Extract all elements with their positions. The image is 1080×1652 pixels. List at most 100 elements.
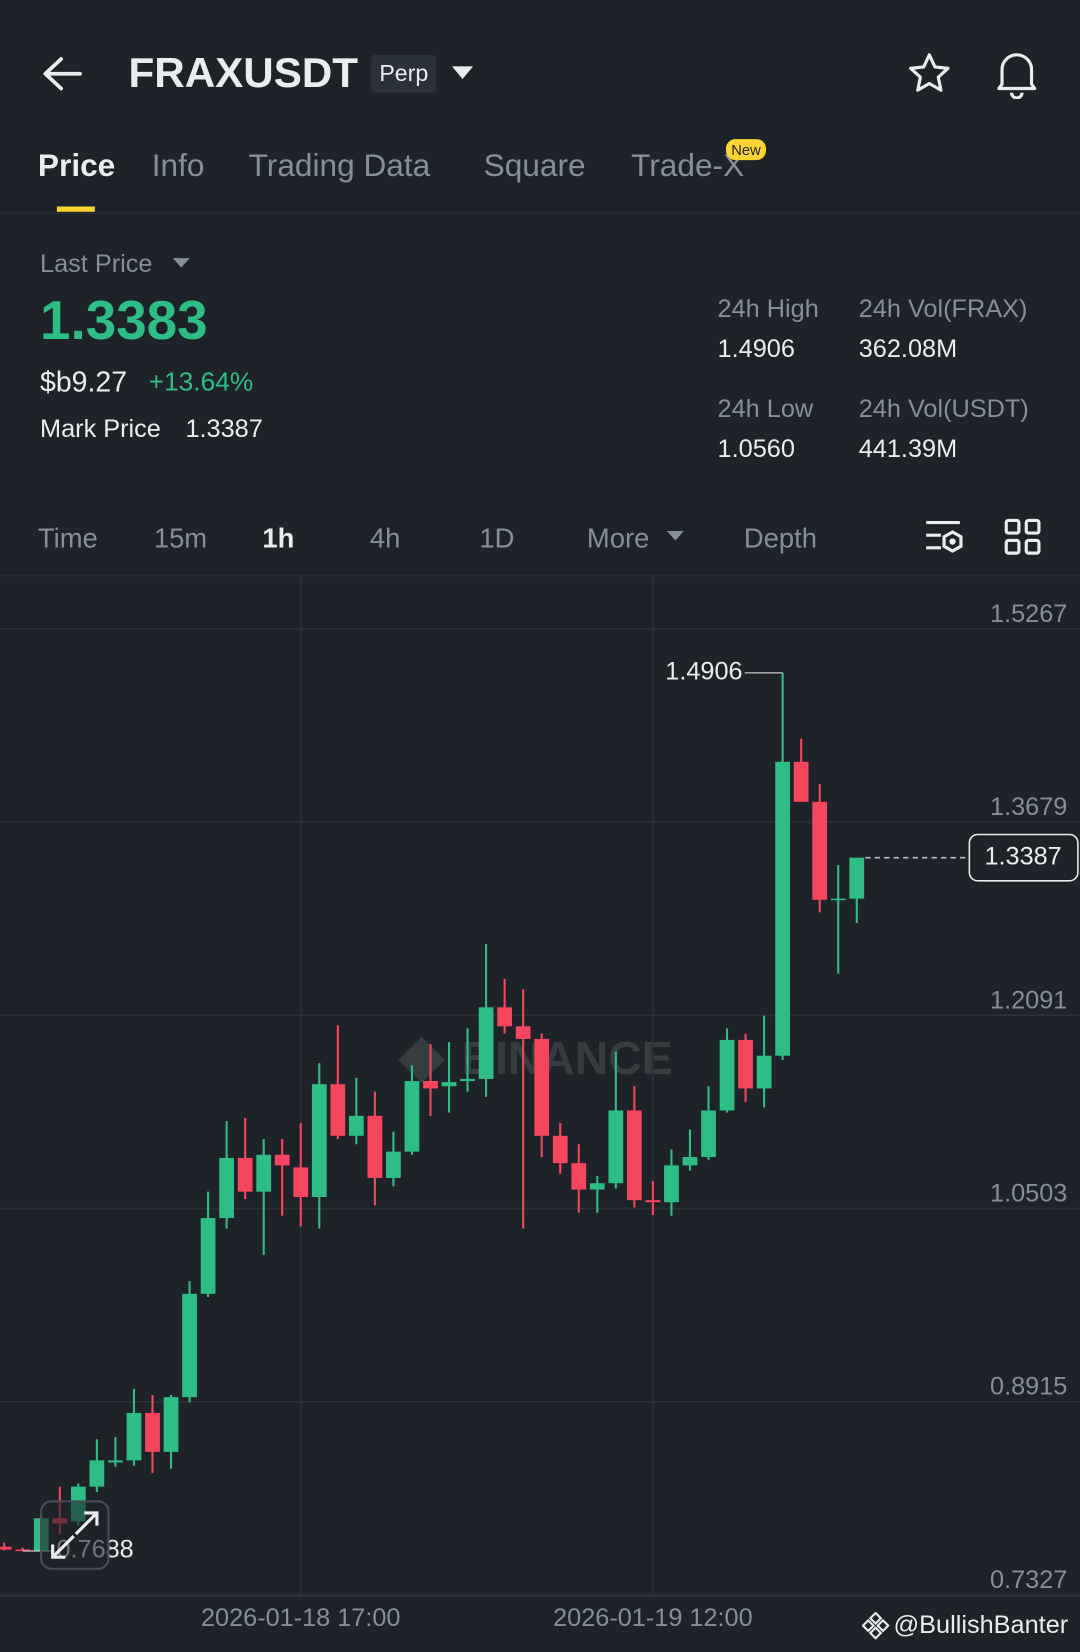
watermark: BINANCE <box>398 1032 673 1084</box>
stat-label: 24h Vol(FRAX) <box>858 294 1028 324</box>
fiat-price: $b9.27 <box>40 366 128 398</box>
candle-body <box>626 1110 642 1201</box>
candle-body <box>738 1039 753 1089</box>
interval-tab[interactable]: 15m <box>153 522 208 554</box>
last-price-label: Last Price <box>40 249 153 279</box>
interval-tab[interactable]: Time <box>37 522 98 554</box>
credit: @BullishBanter <box>893 1610 1069 1640</box>
candle-body <box>15 1549 31 1552</box>
interval-tab[interactable]: Depth <box>743 522 817 554</box>
candle-body <box>126 1412 142 1461</box>
candle-body <box>423 1081 438 1089</box>
interval-tab[interactable]: 1D <box>479 522 515 554</box>
stat-value: 1.0560 <box>717 435 795 464</box>
candles <box>0 672 865 1552</box>
chart-settings-button[interactable] <box>924 518 964 556</box>
layout-button[interactable] <box>1004 518 1042 556</box>
stat-label: 24h Low <box>717 395 814 424</box>
candle-body <box>701 1110 716 1157</box>
candle-body <box>682 1156 698 1166</box>
y-tick-label: 0.7327 <box>990 1566 1067 1594</box>
mark-price: 1.3387 <box>185 415 263 444</box>
y-tick-label: 1.5267 <box>990 600 1067 628</box>
divider <box>0 212 1080 214</box>
x-tick-label: 2026-01-19 12:00 <box>553 1604 753 1632</box>
tab[interactable]: Square <box>483 148 586 184</box>
candle-body <box>460 1078 475 1082</box>
x-tick-label: 2026-01-18 17:00 <box>201 1604 401 1632</box>
candle-body <box>830 898 846 901</box>
interval-tab[interactable]: 4h <box>369 522 401 554</box>
candle-body <box>348 1115 364 1136</box>
active-tab-indicator <box>56 206 95 212</box>
tab[interactable]: Price <box>37 148 116 184</box>
new-badge: New <box>725 139 767 161</box>
candle-body <box>182 1293 197 1398</box>
tab[interactable]: Trade-X <box>631 148 745 184</box>
more-dropdown[interactable] <box>666 530 685 543</box>
candle-body <box>664 1165 679 1203</box>
interval-tab[interactable]: More <box>586 522 650 554</box>
candlestick-chart: BINANCE 1.5267 1.3679 1.2091 1.0503 0.8915 0.… <box>0 575 1080 1632</box>
candle-body <box>608 1110 624 1184</box>
fullscreen-button[interactable] <box>40 1500 110 1570</box>
candle-body <box>0 1546 12 1550</box>
y-tick-label: 1.2091 <box>990 986 1067 1014</box>
candle-body <box>274 1154 290 1166</box>
candle-body <box>756 1055 772 1089</box>
stat-label: 24h Vol(USDT) <box>858 395 1029 424</box>
price-type-dropdown[interactable] <box>172 257 191 270</box>
candle-body <box>200 1218 216 1294</box>
alert-button[interactable] <box>994 48 1040 100</box>
stat-label: 24h High <box>717 294 819 324</box>
candle-body <box>589 1183 605 1190</box>
candle-body <box>441 1082 457 1087</box>
tab[interactable]: Trading Data <box>248 148 431 184</box>
stat-value: 1.4906 <box>717 335 795 364</box>
candle-body <box>89 1460 105 1487</box>
stat-value: 441.39M <box>858 435 958 464</box>
candle-body <box>330 1084 346 1136</box>
high-marker-label: 1.4906 <box>665 658 742 686</box>
candle-body <box>775 761 791 1056</box>
candle-body <box>108 1460 123 1463</box>
back-button[interactable] <box>40 53 84 95</box>
candle-body <box>311 1084 327 1197</box>
candle-body <box>367 1115 383 1179</box>
last-price: 1.3383 <box>40 290 208 352</box>
interval-tab[interactable]: 1h <box>262 522 295 554</box>
perp-badge: Perp <box>370 54 437 93</box>
credit-logo <box>861 1611 890 1640</box>
candle-body <box>571 1163 587 1190</box>
symbol-dropdown[interactable] <box>450 63 475 82</box>
candle-body <box>478 1007 494 1079</box>
y-tick-label: 1.3679 <box>990 793 1067 821</box>
candle-body <box>145 1412 160 1452</box>
divider <box>0 575 1080 577</box>
candle-body <box>793 761 809 802</box>
candle-body <box>219 1157 234 1219</box>
watermark-text: BINANCE <box>462 1032 673 1084</box>
candle-body <box>497 1007 513 1027</box>
candle-body <box>237 1157 253 1192</box>
current-price-tag <box>968 833 1079 882</box>
candle-body <box>645 1200 661 1203</box>
stat-value: 362.08M <box>858 335 958 364</box>
mark-price-label: Mark Price <box>40 415 161 444</box>
symbol-title: FRAXUSDT <box>128 50 359 97</box>
candle-body <box>404 1081 420 1152</box>
candle-body <box>293 1167 309 1197</box>
candle-body <box>719 1039 735 1111</box>
candle-body <box>552 1135 568 1164</box>
candle-body <box>534 1038 550 1136</box>
candle-body <box>515 1026 531 1039</box>
price-change: +13.64% <box>148 367 254 397</box>
tab[interactable]: Info <box>151 148 205 184</box>
candle-body <box>163 1397 179 1452</box>
candle-body <box>812 801 828 900</box>
favorite-button[interactable] <box>906 51 952 97</box>
y-tick-label: 1.0503 <box>990 1180 1067 1208</box>
y-tick-label: 0.8915 <box>990 1373 1067 1401</box>
